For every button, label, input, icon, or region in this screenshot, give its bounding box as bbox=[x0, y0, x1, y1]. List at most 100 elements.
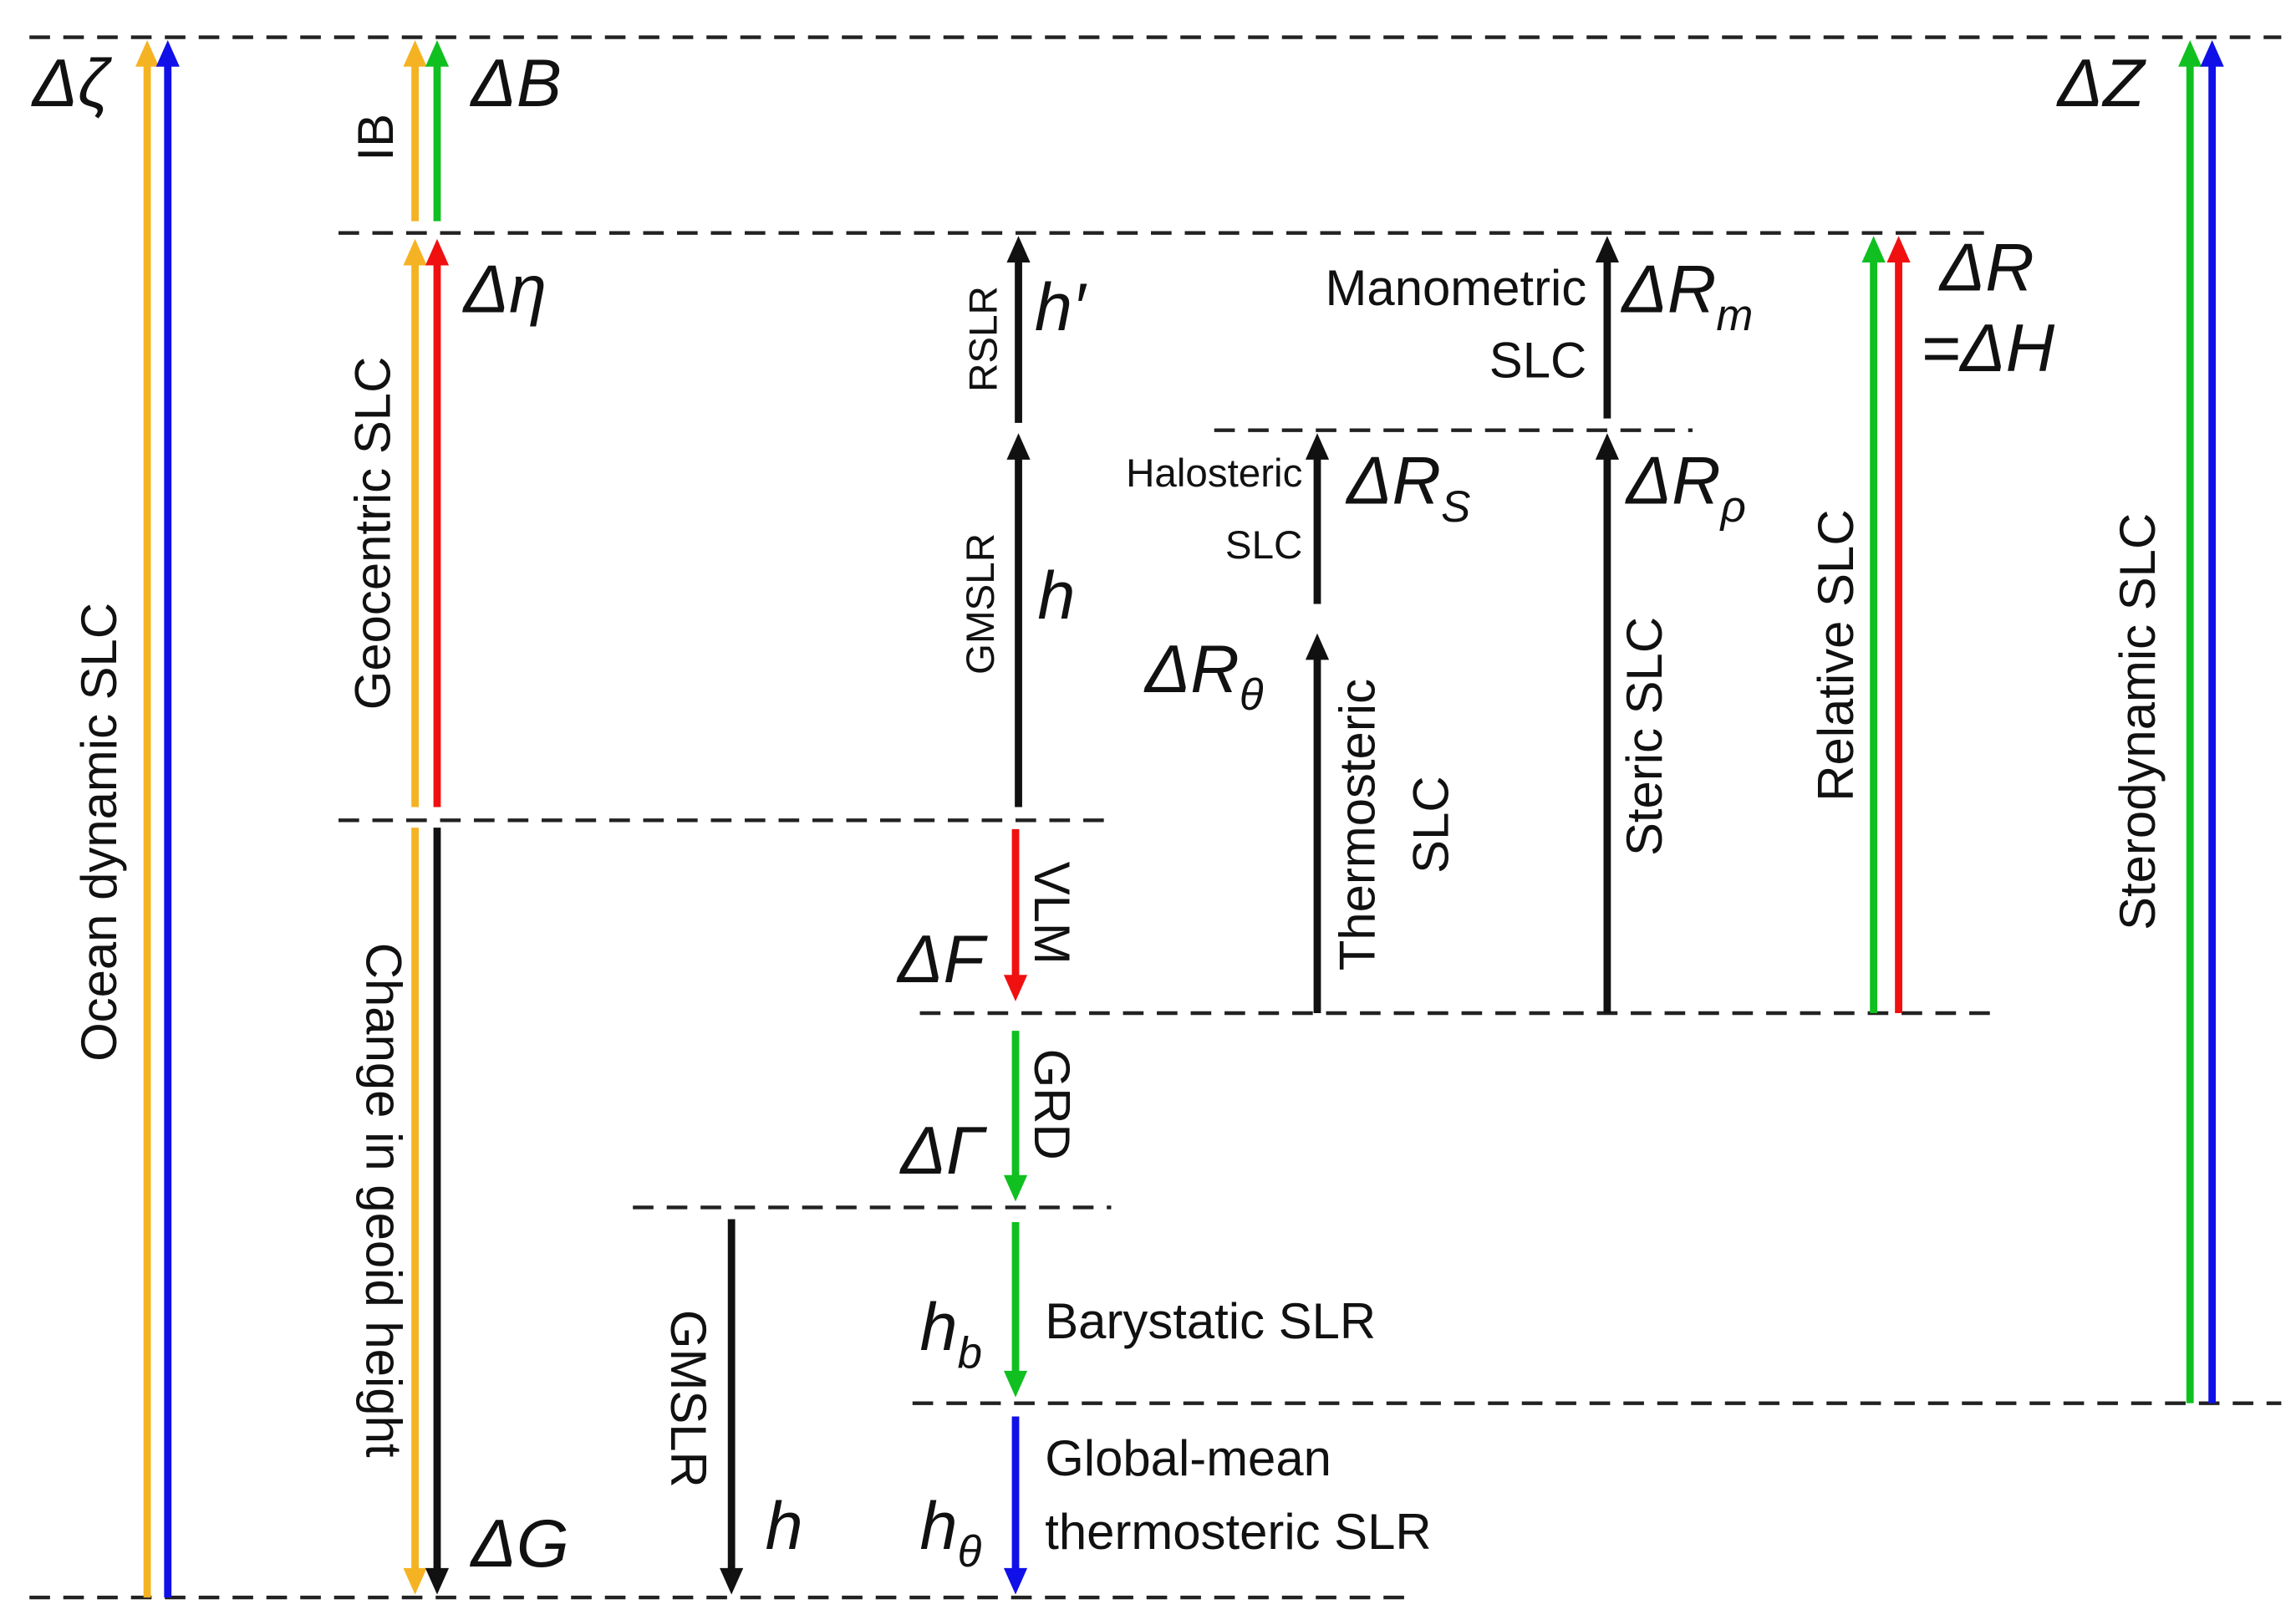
math-symbol: ΔRθ bbox=[1143, 632, 1264, 720]
math-symbol: Δζ bbox=[31, 47, 112, 122]
symbol-main: ΔG bbox=[469, 1506, 568, 1582]
math-symbol: ΔB bbox=[469, 47, 561, 122]
arrow bbox=[403, 238, 427, 807]
math-symbol: h′ bbox=[1035, 270, 1087, 345]
label: SLC bbox=[1225, 523, 1302, 568]
arrow-head bbox=[720, 1567, 744, 1595]
math-symbol: Δη bbox=[462, 252, 547, 328]
label: GMSLR bbox=[959, 533, 1003, 675]
arrow-head bbox=[1003, 1370, 1028, 1398]
arrow bbox=[1003, 828, 1028, 1001]
arrow-head bbox=[403, 238, 427, 266]
arrow-head bbox=[1305, 433, 1330, 460]
arrow bbox=[1006, 433, 1031, 807]
math-symbol: ΔG bbox=[469, 1506, 568, 1582]
math-symbol: ΔRρ bbox=[1625, 444, 1746, 532]
arrow bbox=[1006, 236, 1031, 423]
arrow-head bbox=[2178, 40, 2202, 67]
arrow-head bbox=[1003, 975, 1028, 1001]
symbol-subscript: m bbox=[1716, 291, 1753, 340]
label: VLM bbox=[1024, 862, 1080, 965]
arrow-head bbox=[403, 40, 427, 67]
symbol-subscript: θ bbox=[958, 1527, 982, 1577]
arrow bbox=[1305, 633, 1330, 1014]
arrow-head bbox=[425, 40, 450, 67]
arrow-head bbox=[135, 40, 160, 67]
symbol-main: h bbox=[766, 1489, 803, 1564]
label: GRD bbox=[1024, 1049, 1080, 1160]
arrow bbox=[1595, 433, 1619, 1014]
symbol-main: ΔR bbox=[1143, 632, 1240, 707]
label: Manometric bbox=[1326, 260, 1587, 316]
arrow bbox=[135, 40, 160, 1598]
label: SLC bbox=[1403, 776, 1459, 873]
label: thermosteric SLR bbox=[1045, 1504, 1431, 1560]
arrow bbox=[425, 828, 450, 1595]
math-symbol: ΔR bbox=[1938, 231, 2034, 306]
math-symbol: ΔRS bbox=[1345, 444, 1470, 532]
arrow-head bbox=[403, 1567, 427, 1595]
symbol-subscript: S bbox=[1441, 482, 1470, 532]
math-symbol: ΔZ bbox=[2056, 47, 2146, 122]
arrow bbox=[155, 40, 180, 1598]
label: Global-mean bbox=[1045, 1430, 1331, 1486]
arrow bbox=[403, 828, 427, 1595]
symbol-main: h bbox=[1037, 558, 1075, 634]
symbol-main: h bbox=[920, 1291, 958, 1366]
label: Barystatic SLR bbox=[1045, 1293, 1376, 1349]
symbol-main: Δζ bbox=[31, 47, 112, 122]
arrow bbox=[1003, 1222, 1028, 1398]
arrow bbox=[2178, 40, 2202, 1403]
arrow-head bbox=[2200, 40, 2224, 67]
symbol-main: ΔR bbox=[1625, 444, 1721, 519]
arrow bbox=[1861, 236, 1886, 1014]
arrow bbox=[1305, 433, 1330, 604]
label: Sterodynamic SLC bbox=[2110, 513, 2166, 930]
arrow-head bbox=[1595, 236, 1619, 262]
symbol-subscript: θ bbox=[1240, 670, 1264, 720]
label: Change in geoid height bbox=[355, 943, 411, 1458]
arrow bbox=[425, 40, 450, 222]
arrow bbox=[1595, 236, 1619, 419]
arrow bbox=[1003, 1031, 1028, 1202]
symbol-main: ΔZ bbox=[2056, 47, 2146, 122]
symbol-subscript: b bbox=[958, 1328, 982, 1378]
label: GMSLR bbox=[660, 1310, 716, 1488]
arrow-head bbox=[1003, 1174, 1028, 1202]
arrow-head bbox=[425, 238, 450, 266]
math-symbol: ΔRm bbox=[1621, 252, 1754, 340]
math-symbol: h bbox=[766, 1489, 803, 1564]
math-symbol: ΔΓ bbox=[899, 1113, 988, 1189]
label: Halosteric bbox=[1126, 451, 1302, 496]
label: Thermosteric bbox=[1330, 679, 1386, 970]
arrow bbox=[1003, 1416, 1028, 1595]
arrow bbox=[2200, 40, 2224, 1403]
symbol-main: ΔR bbox=[1345, 444, 1441, 519]
symbol-main: h′ bbox=[1035, 270, 1087, 345]
symbol-main: h bbox=[920, 1489, 958, 1564]
math-symbol: hθ bbox=[920, 1489, 982, 1577]
arrow bbox=[403, 40, 427, 222]
label: Ocean dynamic SLC bbox=[71, 603, 127, 1062]
arrow-head bbox=[1305, 633, 1330, 660]
symbol-main: =ΔH bbox=[1921, 312, 2055, 387]
arrow-head bbox=[1006, 236, 1031, 262]
math-symbol: h bbox=[1037, 558, 1075, 634]
symbol-subscript: ρ bbox=[1719, 482, 1746, 532]
arrow bbox=[425, 238, 450, 807]
math-symbol: hb bbox=[920, 1291, 982, 1378]
symbol-main: ΔR bbox=[1938, 231, 2034, 306]
symbol-main: ΔB bbox=[469, 47, 561, 122]
label: RSLR bbox=[961, 286, 1005, 392]
math-symbol: ΔF bbox=[896, 922, 988, 997]
symbol-main: Δη bbox=[462, 252, 547, 328]
math-symbol: =ΔH bbox=[1921, 312, 2055, 387]
symbol-main: ΔΓ bbox=[899, 1113, 988, 1189]
arrow bbox=[1886, 236, 1911, 1014]
label: IB bbox=[348, 114, 404, 161]
arrow-head bbox=[1006, 433, 1031, 460]
label: SLC bbox=[1489, 332, 1586, 388]
arrow-head bbox=[425, 1567, 450, 1595]
